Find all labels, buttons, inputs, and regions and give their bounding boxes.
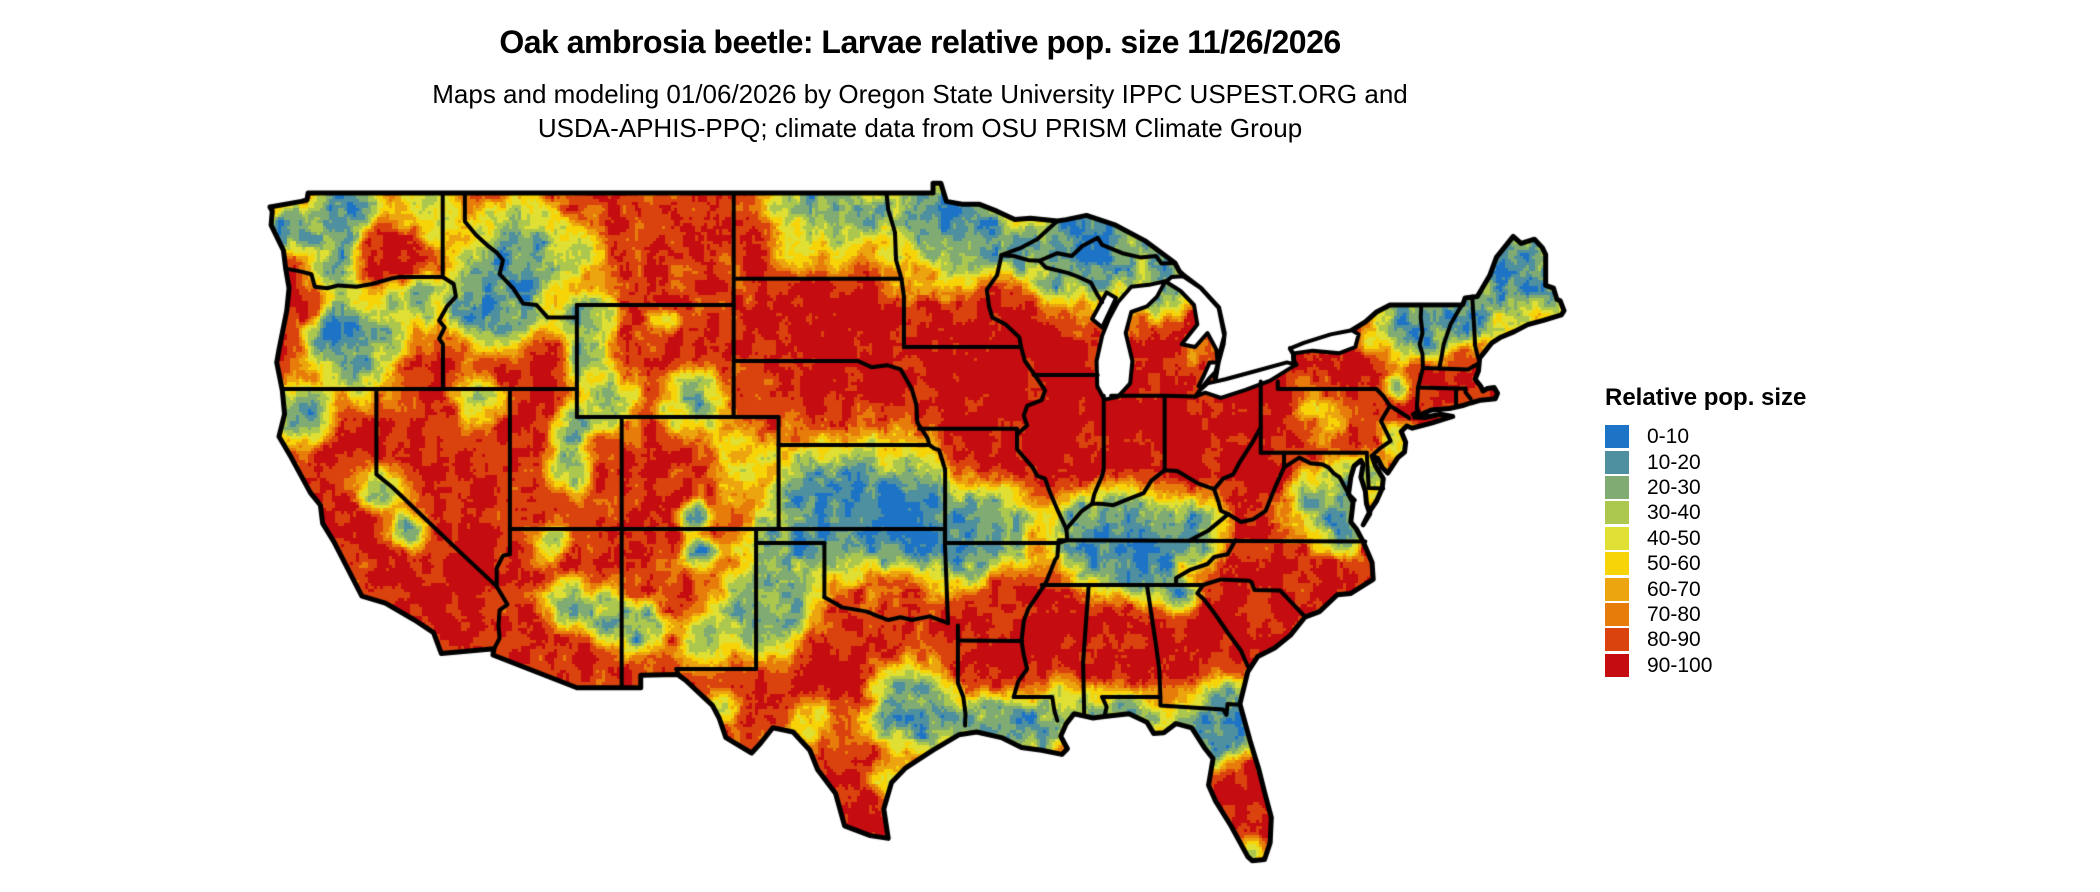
legend-color-swatch <box>1605 475 1629 499</box>
legend-item-label: 90-100 <box>1647 653 1713 677</box>
legend-color-swatch <box>1605 653 1629 677</box>
legend-item: 60-70 <box>1605 576 1925 601</box>
legend-title: Relative pop. size <box>1605 384 1807 411</box>
legend-item: 20-30 <box>1605 475 1925 500</box>
legend-item: 90-100 <box>1605 653 1925 678</box>
legend-item-label: 30-40 <box>1647 501 1701 525</box>
legend-item: 0-10 <box>1605 424 1925 449</box>
legend-item-label: 60-70 <box>1647 577 1701 601</box>
legend-color-swatch <box>1605 628 1629 652</box>
map-legend: Relative pop. size 0-10 10-20 20-30 30-4… <box>1605 384 1925 678</box>
legend-item-label: 0-10 <box>1647 425 1690 449</box>
legend-color-swatch <box>1605 552 1629 576</box>
legend-item-label: 40-50 <box>1647 526 1701 550</box>
legend-color-swatch <box>1605 602 1629 626</box>
legend-item-label: 50-60 <box>1647 552 1701 576</box>
legend-item: 30-40 <box>1605 500 1925 525</box>
legend-item-label: 10-20 <box>1647 450 1701 474</box>
legend-item-label: 80-90 <box>1647 628 1701 652</box>
legend-item-label: 20-30 <box>1647 475 1701 499</box>
legend-item-label: 70-80 <box>1647 602 1701 626</box>
legend-item: 70-80 <box>1605 602 1925 627</box>
legend-rows: 0-10 10-20 20-30 30-40 40-50 50-60 60-70… <box>1605 424 1925 678</box>
legend-color-swatch <box>1605 425 1629 449</box>
legend-item: 80-90 <box>1605 627 1925 652</box>
legend-item: 50-60 <box>1605 551 1925 576</box>
legend-color-swatch <box>1605 577 1629 601</box>
legend-color-swatch <box>1605 450 1629 474</box>
legend-item: 40-50 <box>1605 526 1925 551</box>
legend-color-swatch <box>1605 501 1629 525</box>
legend-color-swatch <box>1605 526 1629 550</box>
legend-item: 10-20 <box>1605 449 1925 474</box>
